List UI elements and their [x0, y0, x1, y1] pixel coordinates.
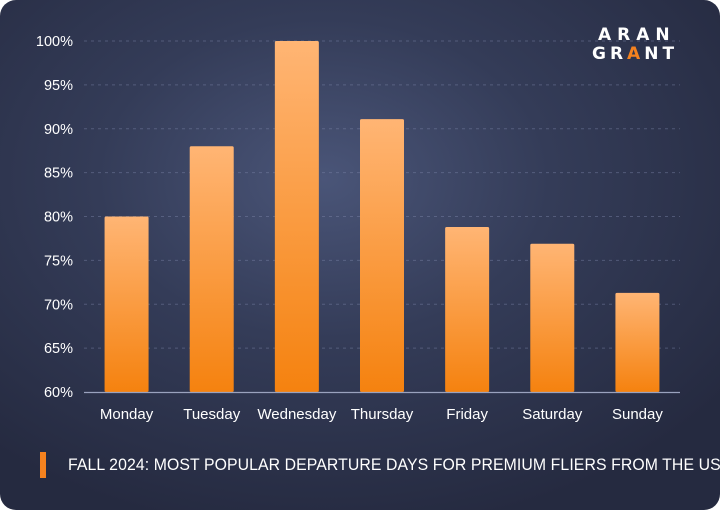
y-tick-label: 75% — [44, 253, 73, 269]
x-tick-label: Tuesday — [183, 406, 240, 423]
bar-wednesday — [274, 41, 319, 392]
y-tick-label: 65% — [44, 341, 73, 357]
bar-sunday — [615, 292, 660, 392]
caption-accent-bar — [40, 452, 46, 478]
caption-text: FALL 2024: MOST POPULAR DEPARTURE DAYS F… — [68, 455, 720, 474]
logo-line-1: ARAN — [598, 25, 676, 45]
bar-tuesday — [189, 146, 234, 392]
y-tick-label: 70% — [44, 297, 73, 313]
y-tick-label: 100% — [36, 34, 73, 50]
x-tick-label: Saturday — [522, 406, 583, 423]
x-tick-label: Sunday — [612, 406, 663, 423]
y-tick-label: 85% — [44, 166, 73, 182]
logo-line-2: GRANT — [592, 44, 679, 64]
x-tick-label: Friday — [446, 406, 488, 423]
y-tick-label: 90% — [44, 122, 73, 138]
bar-friday — [445, 227, 490, 392]
bar-monday — [104, 216, 149, 392]
y-tick-label: 80% — [44, 210, 73, 226]
x-tick-label: Thursday — [351, 406, 414, 423]
bar-thursday — [360, 119, 404, 392]
x-tick-label: Monday — [100, 406, 154, 423]
y-tick-label: 60% — [44, 385, 73, 401]
bar-saturday — [530, 243, 575, 392]
aran-grant-logo: ARAN GRANT — [592, 26, 692, 64]
x-tick-label: Wednesday — [257, 406, 336, 423]
chart-caption: FALL 2024: MOST POPULAR DEPARTURE DAYS F… — [40, 452, 720, 478]
y-tick-label: 95% — [44, 78, 73, 94]
